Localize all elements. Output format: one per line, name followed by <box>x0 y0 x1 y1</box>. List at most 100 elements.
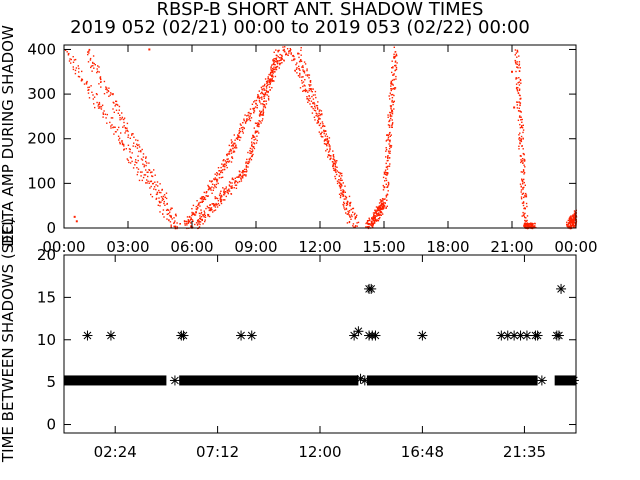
top-panel-point <box>241 171 243 174</box>
top-panel-point <box>97 103 100 106</box>
top-panel-point <box>272 59 274 61</box>
top-panel-point <box>519 127 522 129</box>
top-panel-point <box>382 213 384 215</box>
top-panel-point <box>377 209 379 211</box>
top-panel-point <box>101 104 104 106</box>
top-panel-point <box>216 204 218 206</box>
top-panel-point <box>196 200 198 202</box>
top-panel-point <box>347 210 349 213</box>
top-panel-point <box>524 194 526 197</box>
top-panel-point <box>333 159 336 161</box>
top-panel-point <box>123 149 125 151</box>
top-panel-point <box>201 196 204 198</box>
top-panel-point <box>226 160 229 163</box>
top-panel-point <box>188 221 191 223</box>
top-panel-point <box>340 179 342 182</box>
top-panel-point <box>118 137 121 139</box>
top-panel-point <box>574 211 576 213</box>
top-panel-point <box>113 102 115 104</box>
top-panel-point <box>246 170 248 172</box>
top-panel-point <box>111 117 114 119</box>
bottom-panel-point <box>556 283 567 294</box>
top-panel-point <box>221 169 224 171</box>
top-panel-point <box>309 97 311 100</box>
bottom-panel-xtick-label: 12:00 <box>298 443 341 461</box>
top-panel-point <box>145 156 147 158</box>
top-panel-point <box>516 63 518 65</box>
top-panel-point <box>194 214 197 216</box>
top-panel-point <box>119 119 121 121</box>
top-panel-point <box>237 138 239 140</box>
top-panel-point <box>233 150 235 152</box>
top-panel-point <box>275 57 278 59</box>
top-panel-point <box>208 186 210 188</box>
top-panel-point <box>123 118 125 121</box>
top-panel-point <box>238 132 240 135</box>
top-panel-point <box>383 204 385 206</box>
top-panel-point <box>257 123 259 126</box>
top-panel-point <box>268 86 271 88</box>
top-panel-point <box>100 108 103 110</box>
top-panel-point <box>338 179 340 181</box>
top-panel-point <box>163 202 165 205</box>
top-panel-point <box>251 137 253 140</box>
top-panel-point <box>309 85 311 87</box>
top-panel-point <box>219 173 221 175</box>
top-panel-point <box>566 223 568 226</box>
top-panel-point <box>357 221 360 224</box>
top-panel-point <box>526 226 529 228</box>
top-panel-point <box>393 57 396 59</box>
top-panel-point <box>233 187 235 189</box>
top-panel-point <box>126 158 128 160</box>
top-panel-point <box>298 68 300 70</box>
top-panel-point <box>391 115 393 117</box>
top-panel-xtick-label: 18:00 <box>426 238 469 256</box>
top-panel-point <box>217 167 220 169</box>
top-panel-point <box>524 207 526 209</box>
top-panel-point <box>114 105 116 107</box>
top-panel-point <box>572 215 574 218</box>
top-panel-point <box>222 187 224 189</box>
top-panel-point <box>223 199 225 201</box>
bottom-panel-point <box>366 283 377 294</box>
top-panel-point <box>373 221 376 223</box>
bottom-panel-xtick-label: 21:35 <box>503 443 546 461</box>
bottom-panel-point <box>417 330 428 341</box>
top-panel-point <box>323 125 325 127</box>
top-panel-point <box>279 53 281 56</box>
top-panel-point <box>202 223 204 225</box>
top-panel-point <box>125 130 127 132</box>
top-panel-point <box>347 201 349 203</box>
top-panel-point <box>274 71 276 73</box>
top-panel-point <box>379 204 381 207</box>
top-panel-points <box>64 46 578 230</box>
bottom-panel-point <box>82 330 93 341</box>
top-panel-point <box>197 204 199 206</box>
top-panel-point <box>523 153 525 155</box>
top-panel-point <box>203 210 205 212</box>
top-panel-point <box>298 65 300 68</box>
top-panel-point <box>274 68 276 71</box>
top-panel-point <box>386 193 389 196</box>
top-panel-point <box>262 118 264 120</box>
top-panel-point <box>521 179 523 182</box>
top-panel-point <box>102 116 104 118</box>
top-panel-point <box>216 206 219 208</box>
top-panel-point <box>223 159 225 161</box>
top-panel-point <box>269 72 272 75</box>
top-panel-point <box>382 184 384 187</box>
top-panel-point <box>566 221 568 223</box>
top-panel-point <box>119 141 121 144</box>
top-panel-point <box>518 107 520 109</box>
top-panel-point <box>253 142 255 144</box>
top-panel-point <box>270 67 272 69</box>
top-panel-point <box>123 125 125 127</box>
top-panel-point <box>394 61 397 63</box>
top-panel-point <box>163 216 165 218</box>
top-panel-point <box>519 110 521 112</box>
top-panel-ytick-label: 100 <box>27 174 56 192</box>
top-panel-point <box>262 103 264 105</box>
top-panel-point <box>310 100 313 102</box>
top-panel-point <box>204 198 207 201</box>
top-panel-point <box>240 177 242 179</box>
